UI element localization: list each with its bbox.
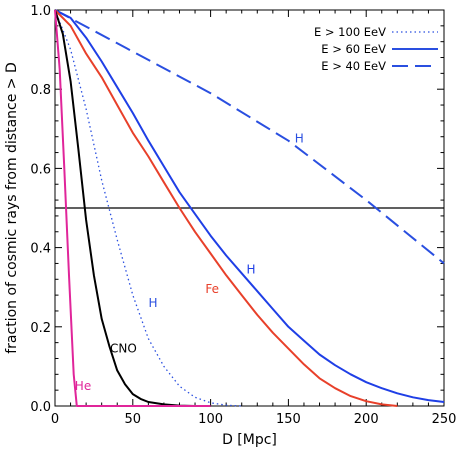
x-tick-label: 50	[125, 412, 142, 427]
y-tick-label: 0.8	[30, 83, 51, 98]
y-axis-label: fraction of cosmic rays from distance > …	[4, 62, 20, 354]
series-line-he-6	[54, 9, 211, 407]
y-tick-label: 0.2	[30, 321, 51, 336]
curve-label-h: H	[295, 132, 304, 146]
series-line-cno-5	[54, 9, 211, 407]
x-tick-label: 0	[51, 412, 59, 427]
x-axis-label: D [Mpc]	[222, 432, 277, 448]
series-line-fe-3	[54, 9, 398, 407]
x-tick-label: 100	[198, 412, 223, 427]
x-tick-label: 150	[276, 412, 301, 427]
x-tick-label: 200	[354, 412, 379, 427]
y-tick-label: 0.4	[30, 242, 51, 257]
y-tick-label: 1.0	[30, 4, 51, 19]
curve-label-h: H	[247, 262, 256, 276]
curve-label-h: H	[149, 296, 158, 310]
legend-label: E > 60 EeV	[321, 42, 386, 56]
series-line-h-2	[54, 9, 445, 403]
y-tick-label: 0.0	[30, 400, 51, 415]
curve-label-he: He	[75, 379, 91, 393]
series-line-h-4	[54, 9, 242, 407]
legend-label: E > 100 EeV	[314, 25, 386, 39]
curve-label-cno: CNO	[110, 342, 137, 356]
legend-label: E > 40 EeV	[321, 59, 386, 73]
x-tick-label: 250	[432, 412, 457, 427]
y-tick-label: 0.6	[30, 162, 51, 177]
series-line-h-1	[54, 9, 445, 265]
curve-label-fe: Fe	[205, 282, 219, 296]
